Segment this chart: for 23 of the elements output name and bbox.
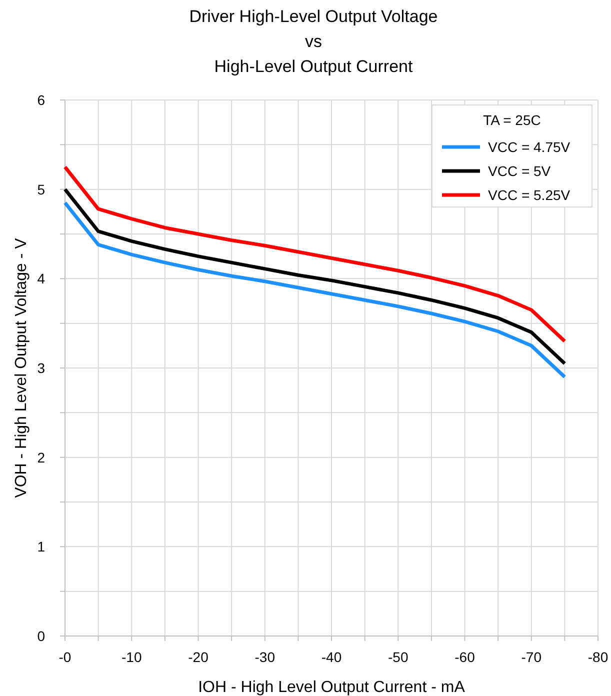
y-tick-label: 3: [37, 360, 46, 376]
y-tick-label: 1: [37, 538, 46, 555]
x-tick-label: -40: [321, 649, 342, 665]
x-tick-label: -50: [388, 649, 408, 665]
x-tick-label: -80: [588, 649, 608, 665]
x-tick-label: -20: [188, 649, 209, 665]
y-axis-title: VOH - High Level Output Voltage - V: [13, 238, 30, 498]
x-tick-label: -60: [454, 649, 476, 665]
legend-label: VCC = 5V: [488, 163, 552, 179]
y-tick-label: 6: [37, 92, 46, 108]
x-tick-label: -10: [122, 649, 142, 665]
x-tick-label: -30: [254, 649, 276, 665]
legend-label: VCC = 5.25V: [488, 187, 571, 203]
x-axis-title: IOH - High Level Output Current - mA: [198, 679, 466, 696]
y-tick-label: 5: [37, 181, 46, 198]
chart-title: Driver High-Level Output Voltage vs High-Level Output Current: [189, 7, 438, 76]
y-tick-label: 0: [37, 628, 46, 644]
y-tick-label: 2: [37, 449, 46, 466]
legend-title: TA = 25C: [483, 112, 541, 128]
x-tick-label: -0: [58, 649, 72, 665]
legend-label: VCC = 4.75V: [488, 139, 571, 155]
x-tick-label: -70: [521, 649, 542, 665]
y-tick-label: 4: [37, 270, 46, 287]
